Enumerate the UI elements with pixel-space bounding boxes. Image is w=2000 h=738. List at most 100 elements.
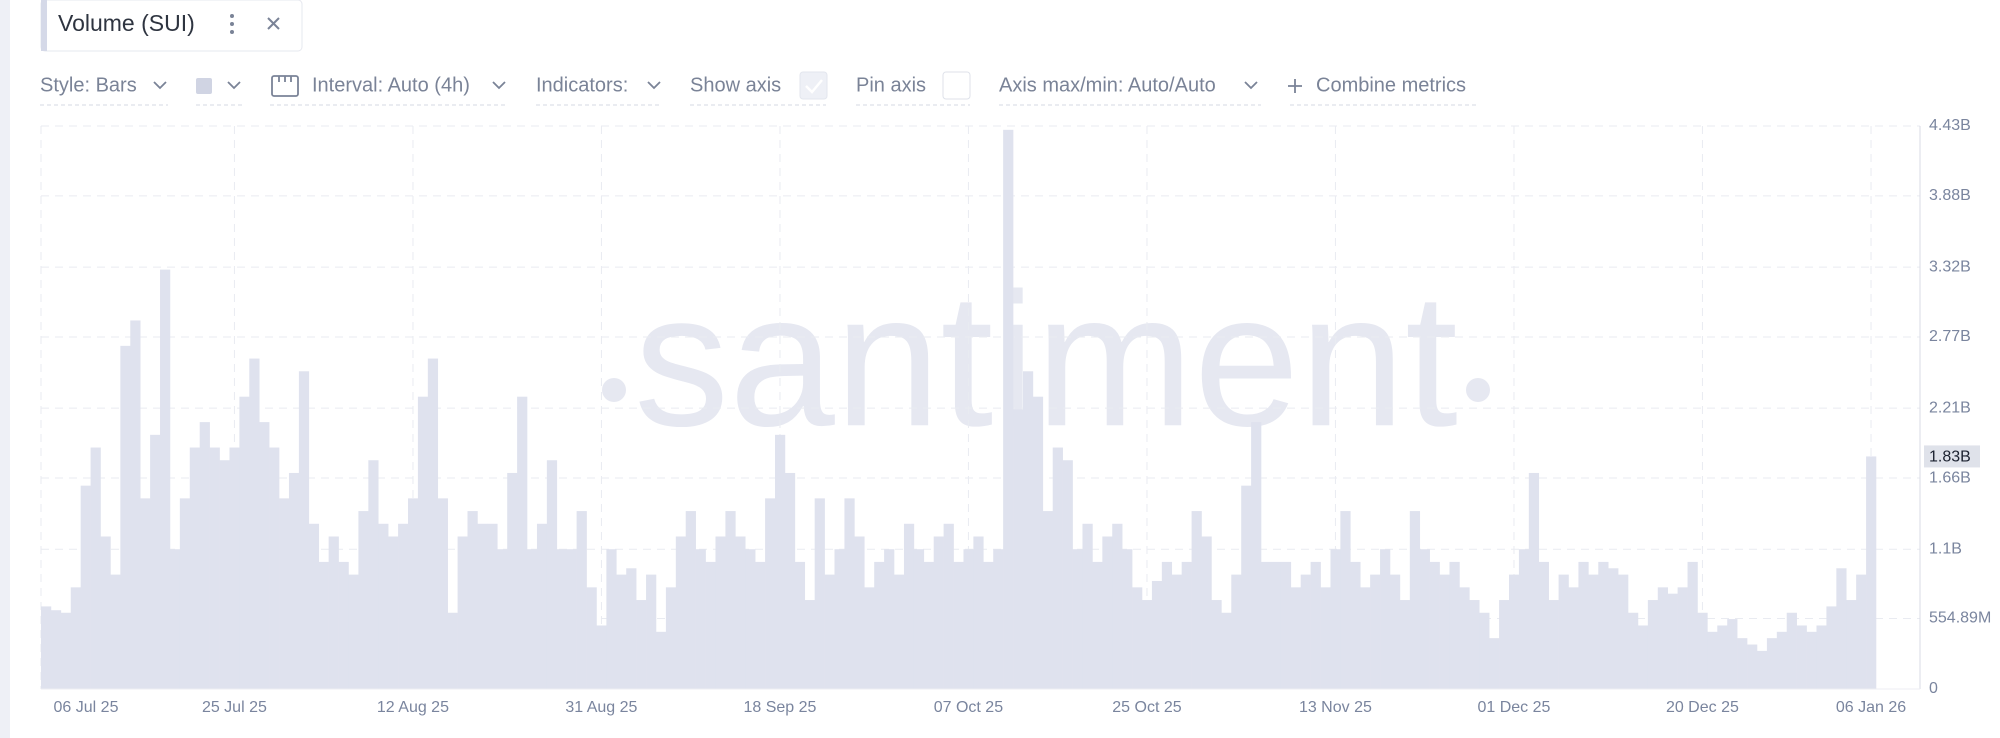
bar: [1261, 561, 1272, 689]
bar: [1806, 631, 1817, 689]
bar: [963, 549, 974, 689]
bar: [1657, 587, 1669, 689]
show-axis-checkbox[interactable]: [799, 71, 828, 100]
bar: [130, 320, 141, 689]
style-select[interactable]: Style: Bars: [40, 74, 137, 96]
bar: [1062, 460, 1073, 689]
bar: [715, 536, 726, 689]
bar: [1270, 561, 1282, 689]
bar: [685, 511, 696, 689]
color-swatch[interactable]: [196, 78, 212, 94]
bar: [586, 587, 597, 689]
bar: [606, 549, 617, 689]
bar: [1320, 587, 1331, 689]
bar: [1122, 549, 1133, 689]
bar: [1221, 612, 1232, 689]
bar: [1092, 561, 1103, 689]
bar: [308, 523, 320, 689]
tab-accent: [41, 0, 47, 51]
bar: [923, 561, 935, 689]
bar: [1697, 612, 1708, 689]
interval-select[interactable]: Interval: Auto (4h): [312, 74, 470, 96]
bar: [1459, 587, 1470, 689]
bar: [1132, 587, 1143, 689]
bar: [636, 600, 647, 689]
bar: [169, 549, 181, 689]
bar: [665, 587, 677, 689]
y-tick-label: 0: [1929, 680, 1938, 697]
bar: [199, 422, 210, 689]
bar: [695, 549, 706, 689]
bar: [1677, 587, 1688, 689]
tab-menu[interactable]: [230, 14, 234, 34]
bar: [368, 460, 379, 689]
toolbar: [40, 75, 1476, 106]
bar: [993, 549, 1004, 689]
bar: [1399, 600, 1411, 689]
bar: [60, 612, 72, 689]
bar: [437, 498, 448, 689]
bar: [1618, 574, 1629, 689]
bar: [1072, 549, 1083, 689]
x-tick-label: 12 Aug 25: [377, 699, 449, 716]
bar: [328, 536, 339, 689]
bar: [1469, 600, 1480, 689]
bar: [1796, 625, 1807, 689]
bar: [1489, 638, 1500, 689]
bar: [1747, 644, 1758, 689]
axis-range-select[interactable]: Axis max/min: Auto/Auto: [999, 74, 1216, 96]
show-axis-label[interactable]: Show axis: [690, 74, 781, 96]
bar: [1241, 485, 1252, 689]
watermark-dot: [1466, 378, 1490, 402]
bar: [507, 472, 518, 689]
bar: [874, 561, 885, 689]
bar: [1032, 396, 1044, 689]
bar: [1667, 593, 1678, 689]
tab-close[interactable]: [267, 17, 280, 30]
bar: [824, 574, 835, 689]
bar: [1816, 625, 1827, 689]
watermark-dot: [602, 378, 626, 402]
bar: [814, 498, 825, 689]
bar: [50, 610, 62, 689]
bar: [1360, 587, 1371, 689]
bar: [249, 358, 260, 689]
bar: [1509, 574, 1520, 689]
bar: [358, 511, 369, 689]
bar: [1756, 650, 1768, 689]
bar: [517, 396, 528, 689]
bar: [120, 345, 131, 689]
bar: [903, 523, 915, 689]
pin-axis-checkbox[interactable]: [942, 71, 971, 100]
x-tick-label: 31 Aug 25: [565, 699, 637, 716]
bar: [269, 447, 280, 689]
x-tick-label: 20 Dec 25: [1666, 699, 1739, 716]
bar: [933, 536, 944, 689]
y-tick-label: 2.21B: [1929, 399, 1971, 416]
bar: [616, 574, 627, 689]
bar: [427, 358, 439, 689]
bar: [705, 561, 716, 689]
current-value-label: 1.83B: [1929, 449, 1971, 466]
bar: [41, 606, 52, 689]
bar: [457, 536, 468, 689]
bar: [1568, 587, 1579, 689]
bar: [546, 460, 558, 689]
bar: [1717, 625, 1728, 689]
x-tick-label: 13 Nov 25: [1299, 699, 1372, 716]
bar: [219, 460, 230, 689]
x-tick-label: 18 Sep 25: [743, 699, 816, 716]
bar: [943, 523, 954, 689]
bar: [854, 536, 865, 689]
y-tick-label: 1.66B: [1929, 469, 1971, 486]
bar: [1558, 574, 1569, 689]
bar: [566, 549, 577, 689]
bar: [626, 568, 637, 689]
y-tick-label: 3.32B: [1929, 258, 1971, 275]
combine-metrics[interactable]: Combine metrics: [1316, 74, 1466, 96]
indicators-select[interactable]: Indicators:: [536, 74, 628, 96]
bar: [298, 371, 310, 689]
bar: [1112, 523, 1123, 689]
pin-axis-label[interactable]: Pin axis: [856, 74, 926, 96]
